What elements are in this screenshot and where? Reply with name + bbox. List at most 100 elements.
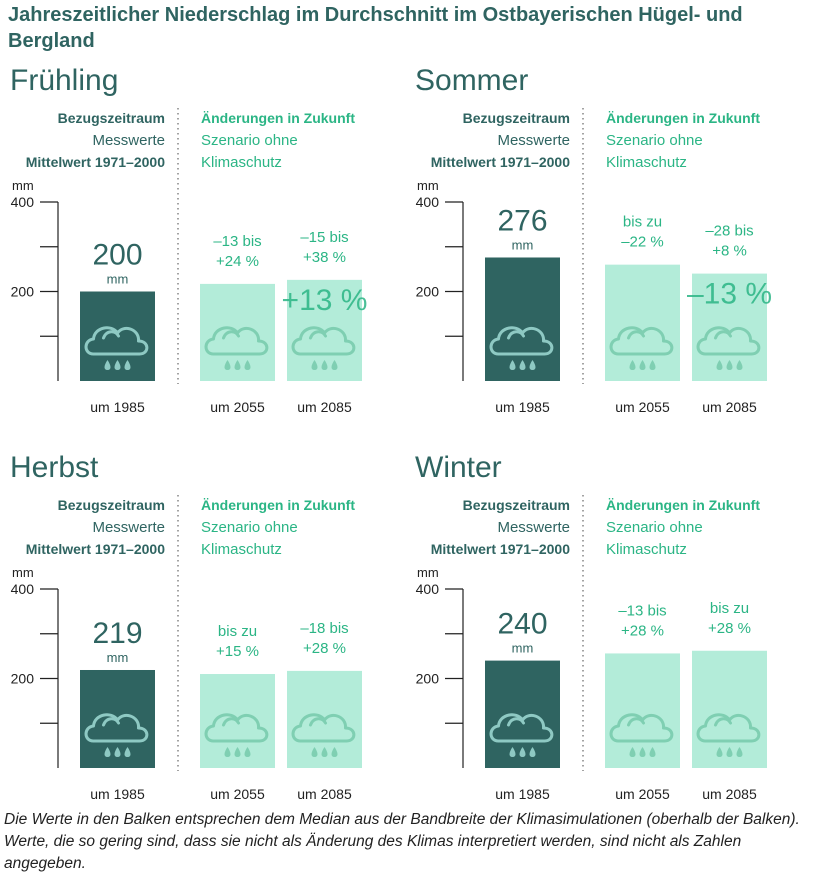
- rain-drop: [629, 360, 636, 370]
- x-tick-label: um 2055: [615, 399, 670, 415]
- median-label: –13 %: [687, 278, 772, 311]
- y-tick-label: 400: [11, 581, 35, 597]
- reference-subheading: Messwerte: [92, 519, 165, 536]
- x-tick-label: um 1985: [90, 786, 145, 802]
- x-tick-label: um 2055: [210, 786, 265, 802]
- y-axis-unit: mm: [12, 178, 34, 193]
- rain-cloud-icon: [609, 713, 674, 757]
- rain-drop: [736, 360, 743, 370]
- reference-value-label: 240: [497, 608, 547, 641]
- range-label: –18 bis: [300, 620, 348, 637]
- chart-title: Winter: [415, 451, 502, 484]
- range-label: +38 %: [303, 249, 346, 266]
- rain-drop: [124, 747, 131, 757]
- reference-period: Mittelwert 1971–2000: [26, 154, 166, 170]
- rain-drop: [311, 747, 318, 757]
- reference-subheading: Messwerte: [92, 132, 165, 149]
- chart-title: Herbst: [10, 451, 99, 484]
- range-label: –28 bis: [705, 223, 753, 240]
- range-label: bis zu: [218, 623, 257, 640]
- future-subheading-line1: Szenario ohne: [201, 132, 298, 149]
- rain-drop: [529, 747, 536, 757]
- reference-value-unit: mm: [107, 650, 129, 665]
- rain-drop: [104, 747, 111, 757]
- y-axis-unit: mm: [417, 178, 439, 193]
- range-label: +28 %: [621, 622, 664, 639]
- rain-cloud-icon: [291, 713, 356, 757]
- range-label: –15 bis: [300, 229, 348, 246]
- reference-heading: Bezugszeitraum: [58, 497, 165, 513]
- reference-period: Mittelwert 1971–2000: [431, 154, 571, 170]
- x-tick-label: um 2085: [297, 399, 352, 415]
- reference-value-unit: mm: [107, 272, 129, 287]
- range-label: +28 %: [708, 620, 751, 637]
- x-tick-label: um 1985: [90, 399, 145, 415]
- future-heading: Änderungen in Zukunft: [201, 497, 355, 513]
- reference-subheading: Messwerte: [497, 519, 570, 536]
- future-subheading-line1: Szenario ohne: [201, 519, 298, 536]
- rain-drop: [244, 360, 251, 370]
- rain-drop: [529, 360, 536, 370]
- rain-drop: [321, 747, 328, 757]
- y-axis-unit: mm: [417, 565, 439, 580]
- future-subheading-line2: Klimaschutz: [606, 541, 687, 558]
- future-heading: Änderungen in Zukunft: [201, 110, 355, 126]
- chart-2: Sommer Bezugszeitraum Messwerte Mittelwert …: [415, 64, 772, 415]
- reference-value-label: 219: [92, 617, 142, 650]
- rain-cloud-icon: [204, 326, 269, 370]
- reference-period: Mittelwert 1971–2000: [26, 541, 166, 557]
- reference-subheading: Messwerte: [497, 132, 570, 149]
- cloud-inner-curve: [714, 717, 732, 727]
- y-axis-unit: mm: [12, 565, 34, 580]
- rain-drop: [224, 360, 231, 370]
- chart-title: Frühling: [10, 64, 118, 97]
- cloud-inner-curve: [222, 717, 240, 727]
- y-tick-label: 200: [11, 671, 35, 687]
- cloud-inner-curve: [309, 330, 327, 340]
- reference-value-label: 200: [92, 239, 142, 272]
- y-tick-label: 400: [11, 194, 35, 210]
- range-label: +28 %: [303, 640, 346, 657]
- rain-cloud-icon: [489, 713, 554, 757]
- range-label: bis zu: [623, 214, 662, 231]
- rain-cloud-icon: [489, 326, 554, 370]
- rain-drop: [519, 747, 526, 757]
- cloud-inner-curve: [309, 717, 327, 727]
- y-tick-label: 400: [416, 194, 440, 210]
- rain-drop: [639, 360, 646, 370]
- rain-drop: [649, 360, 656, 370]
- future-subheading-line2: Klimaschutz: [606, 154, 687, 171]
- rain-drop: [244, 747, 251, 757]
- cloud-inner-curve: [102, 330, 120, 340]
- future-heading: Änderungen in Zukunft: [606, 497, 760, 513]
- cloud-inner-curve: [102, 717, 120, 727]
- rain-cloud-icon: [696, 713, 761, 757]
- x-tick-label: um 2085: [297, 786, 352, 802]
- x-tick-label: um 2055: [615, 786, 670, 802]
- x-tick-label: um 1985: [495, 786, 550, 802]
- range-label: –13 bis: [213, 233, 261, 250]
- rain-drop: [726, 360, 733, 370]
- future-subheading-line1: Szenario ohne: [606, 132, 703, 149]
- rain-drop: [104, 360, 111, 370]
- rain-cloud-icon: [84, 713, 149, 757]
- reference-period: Mittelwert 1971–2000: [431, 541, 571, 557]
- range-label: +8 %: [712, 243, 747, 260]
- y-tick-label: 400: [416, 581, 440, 597]
- range-label: bis zu: [710, 600, 749, 617]
- rain-cloud-icon: [609, 326, 674, 370]
- cloud-inner-curve: [222, 330, 240, 340]
- rain-drop: [114, 360, 121, 370]
- chart-title: Sommer: [415, 64, 528, 97]
- rain-drop: [331, 747, 338, 757]
- range-label: –22 %: [621, 234, 664, 251]
- y-tick-label: 200: [416, 284, 440, 300]
- x-tick-label: um 2055: [210, 399, 265, 415]
- reference-heading: Bezugszeitraum: [463, 110, 570, 126]
- reference-heading: Bezugszeitraum: [463, 497, 570, 513]
- chart-3: Herbst Bezugszeitraum Messwerte Mittelwert …: [10, 451, 362, 802]
- rain-cloud-icon: [84, 326, 149, 370]
- seasonal-precipitation-charts: Frühling Bezugszeitraum Messwerte Mittelwer…: [10, 64, 772, 802]
- rain-cloud-icon: [291, 326, 356, 370]
- rain-cloud-icon: [204, 713, 269, 757]
